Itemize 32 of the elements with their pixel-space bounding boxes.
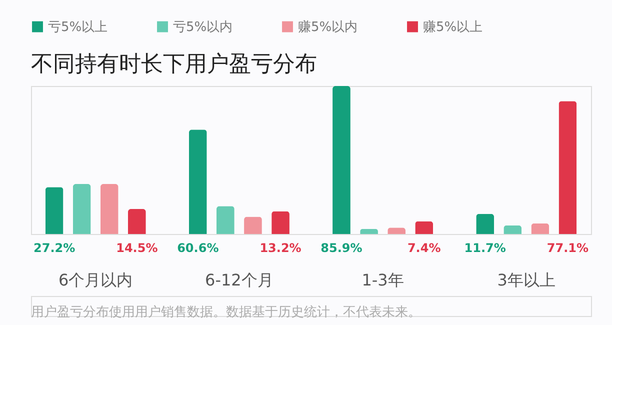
legend-label: 亏5%以上 — [48, 20, 108, 35]
bar — [415, 221, 434, 234]
chart-title: 不同持有时长下用户盈亏分布 — [31, 52, 317, 77]
bar — [476, 214, 494, 234]
x-tick-label: 1-3年 — [362, 270, 404, 290]
bar — [558, 101, 577, 234]
data-label: 7.4% — [407, 241, 441, 255]
x-tick-label: 6个月以内 — [58, 270, 133, 290]
data-label: 13.2% — [260, 241, 302, 255]
legend-label: 亏5%以内 — [173, 20, 233, 35]
bar — [504, 225, 522, 234]
x-tick-label: 3年以上 — [497, 270, 556, 290]
bar — [72, 184, 91, 234]
bar — [272, 211, 290, 234]
data-label: 27.2% — [33, 241, 76, 255]
bar — [128, 209, 146, 234]
bar — [332, 86, 350, 234]
bar — [531, 223, 550, 234]
data-label: 60.6% — [177, 241, 219, 255]
data-label: 85.9% — [320, 241, 362, 255]
bar — [216, 206, 234, 234]
x-tick-label: 6-12个月 — [205, 270, 274, 290]
bar — [188, 130, 207, 234]
legend-label: 赚5%以内 — [298, 20, 358, 35]
text: 用户盈亏分布使用用户销售数据。数据基于历史统计，不代表未来。 — [31, 305, 421, 320]
bar — [45, 187, 64, 234]
data-label: 11.7% — [464, 241, 506, 255]
data-label: 14.5% — [116, 241, 158, 255]
data-label: 77.1% — [546, 241, 589, 255]
legend-label: 赚5%以上 — [423, 20, 483, 35]
bar — [100, 184, 118, 234]
bar — [244, 216, 262, 234]
